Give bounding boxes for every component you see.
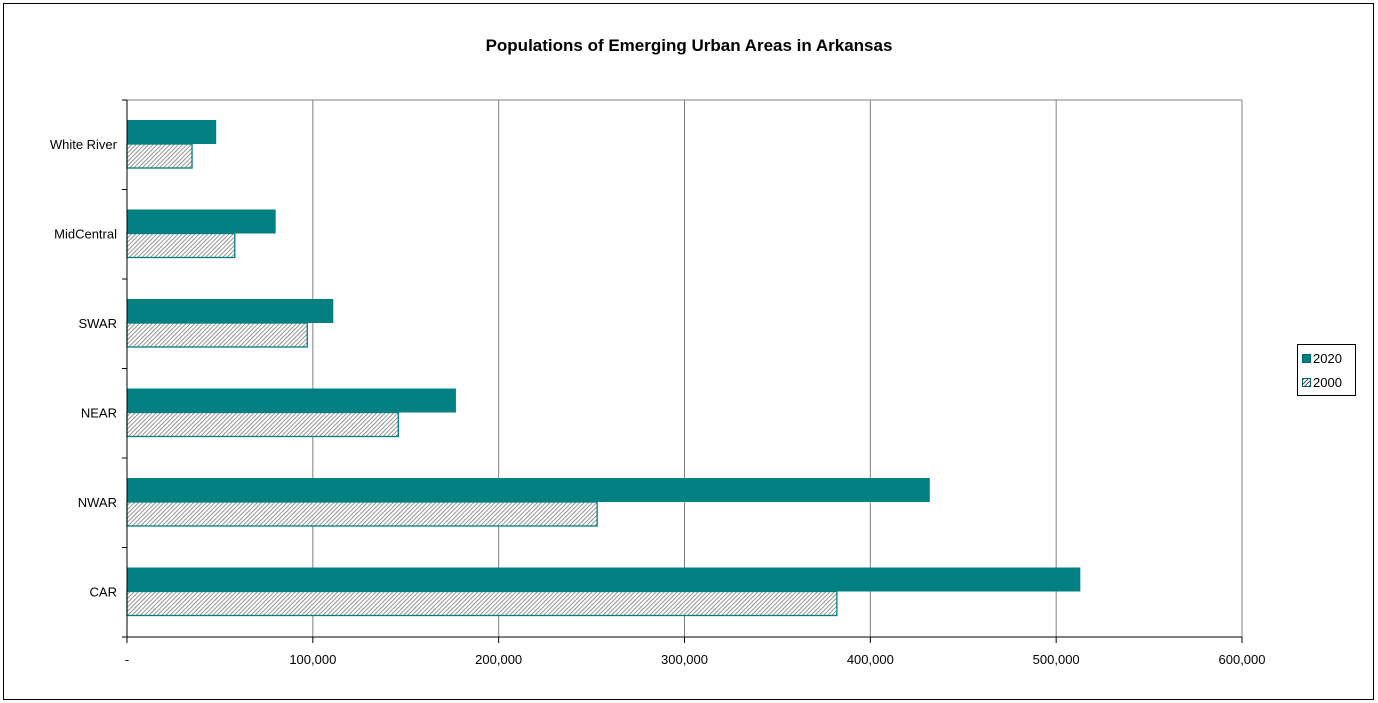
bar-2000-swar — [126, 322, 308, 348]
x-tick-label: 100,000 — [289, 652, 336, 667]
x-tick-label: 200,000 — [475, 652, 522, 667]
legend: 2020 2000 — [1297, 344, 1356, 396]
y-tick-label: MidCentral — [54, 227, 117, 242]
legend-item-2000: 2000 — [1302, 374, 1342, 390]
x-tick-label: 600,000 — [1219, 652, 1266, 667]
x-tick-label: 400,000 — [847, 652, 894, 667]
bar-2000-car — [126, 590, 838, 617]
bar-2020-nwar — [127, 478, 930, 502]
bar-2020-car — [127, 567, 1081, 592]
legend-swatch-2000 — [1302, 377, 1311, 387]
bars — [126, 120, 1081, 617]
x-tick-label: - — [125, 652, 129, 667]
bar-2020-swar — [127, 299, 334, 323]
y-tick-label: CAR — [90, 585, 117, 600]
legend-label-2000: 2000 — [1313, 374, 1342, 390]
gridlines — [127, 99, 1243, 637]
y-tick-label: White River — [50, 137, 118, 152]
legend-swatch-2020 — [1302, 353, 1311, 363]
legend-item-2020: 2020 — [1302, 350, 1342, 366]
bar-2000-nwar — [126, 501, 598, 527]
bar-2000-near — [126, 411, 399, 438]
x-tick-label: 500,000 — [1033, 652, 1080, 667]
axes — [122, 99, 1243, 643]
y-tick-label: NWAR — [78, 495, 117, 510]
y-tick-label: SWAR — [78, 316, 117, 331]
y-tick-label: NEAR — [81, 406, 117, 421]
y-tick-labels: White River MidCentral SWAR NEAR NWAR CAR — [50, 137, 118, 600]
bar-2000-midcentral — [126, 232, 236, 259]
bar-2020-midcentral — [127, 209, 276, 234]
chart-title: Populations of Emerging Urban Areas in A… — [485, 36, 893, 55]
x-tick-label: 300,000 — [661, 652, 708, 667]
bar-2000-white-river — [126, 143, 193, 169]
legend-label-2020: 2020 — [1313, 350, 1342, 366]
bar-2020-near — [127, 388, 456, 413]
bar-2020-white-river — [127, 120, 217, 144]
x-tick-labels: - 100,000 200,000 300,000 400,000 500,000 600,… — [125, 652, 1266, 667]
